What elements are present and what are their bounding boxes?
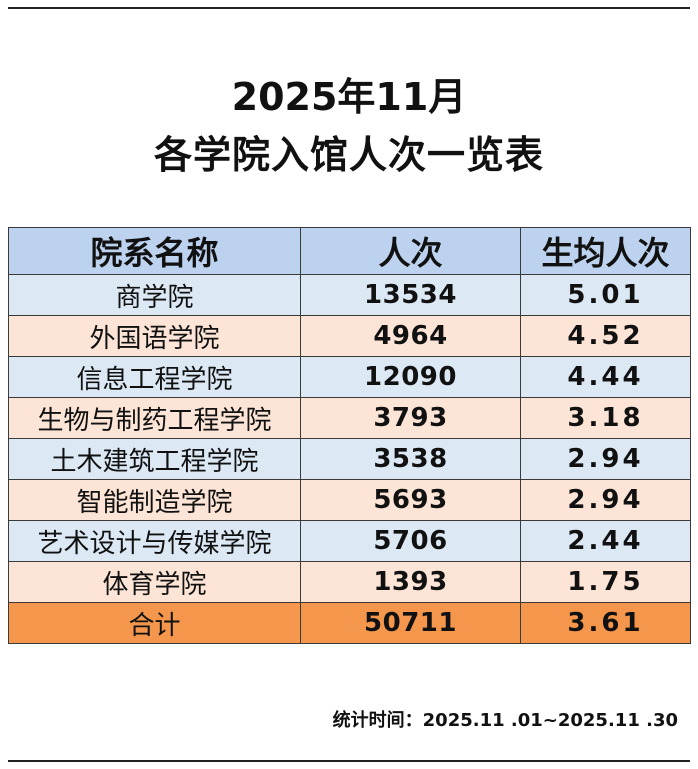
visit-count: 12090	[300, 356, 521, 398]
department-name: 信息工程学院	[8, 356, 301, 398]
top-rule	[8, 7, 690, 9]
visit-count: 5706	[300, 520, 521, 562]
table-header-row: 院系名称 人次 生均人次	[8, 227, 691, 275]
bottom-rule	[8, 760, 690, 762]
total-visit-count: 50711	[300, 602, 521, 644]
column-header-per-capita: 生均人次	[520, 227, 691, 275]
table-row: 体育学院 1393 1.75	[8, 561, 691, 603]
table-row: 土木建筑工程学院 3538 2.94	[8, 438, 691, 480]
visit-count: 3793	[300, 397, 521, 439]
total-label: 合计	[8, 602, 301, 644]
visit-count: 13534	[300, 274, 521, 316]
per-capita-visits: 2.94	[520, 479, 691, 521]
department-name: 外国语学院	[8, 315, 301, 357]
visits-table: 院系名称 人次 生均人次 商学院 13534 5.01 外国语学院 4964 4…	[8, 227, 691, 644]
per-capita-visits: 3.18	[520, 397, 691, 439]
table-row: 艺术设计与传媒学院 5706 2.44	[8, 520, 691, 562]
department-name: 体育学院	[8, 561, 301, 603]
per-capita-visits: 4.52	[520, 315, 691, 357]
per-capita-visits: 2.44	[520, 520, 691, 562]
table-row: 生物与制药工程学院 3793 3.18	[8, 397, 691, 439]
table-row: 信息工程学院 12090 4.44	[8, 356, 691, 398]
visit-count: 1393	[300, 561, 521, 603]
visit-count: 5693	[300, 479, 521, 521]
per-capita-visits: 1.75	[520, 561, 691, 603]
page-title-date: 2025年11月	[231, 75, 467, 119]
per-capita-visits: 2.94	[520, 438, 691, 480]
total-row: 合计 50711 3.61	[8, 602, 691, 644]
table-row: 外国语学院 4964 4.52	[8, 315, 691, 357]
column-header-department: 院系名称	[8, 227, 301, 275]
per-capita-visits: 5.01	[520, 274, 691, 316]
per-capita-visits: 4.44	[520, 356, 691, 398]
page-title: 各学院入馆人次一览表	[153, 133, 544, 177]
department-name: 商学院	[8, 274, 301, 316]
department-name: 土木建筑工程学院	[8, 438, 301, 480]
department-name: 智能制造学院	[8, 479, 301, 521]
visit-count: 4964	[300, 315, 521, 357]
table-row: 商学院 13534 5.01	[8, 274, 691, 316]
column-header-visits: 人次	[300, 227, 521, 275]
department-name: 艺术设计与传媒学院	[8, 520, 301, 562]
total-per-capita-visits: 3.61	[520, 602, 691, 644]
table-row: 智能制造学院 5693 2.94	[8, 479, 691, 521]
visit-count: 3538	[300, 438, 521, 480]
department-name: 生物与制药工程学院	[8, 397, 301, 439]
statistics-period: 统计时间：2025.11 .01~2025.11 .30	[332, 710, 678, 731]
